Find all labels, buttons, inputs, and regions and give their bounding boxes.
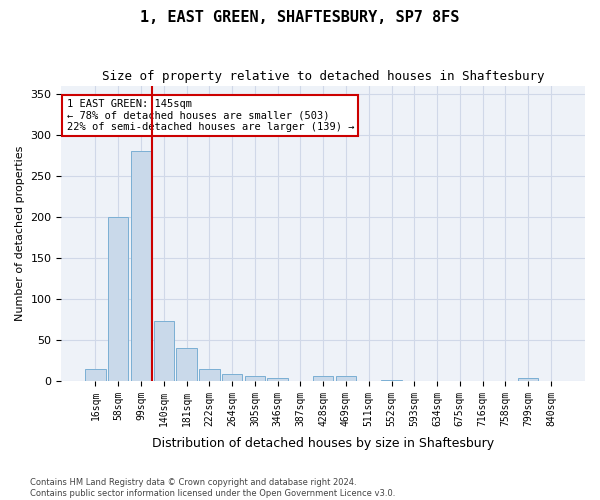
X-axis label: Distribution of detached houses by size in Shaftesbury: Distribution of detached houses by size … <box>152 437 494 450</box>
Bar <box>199 370 220 381</box>
Bar <box>336 376 356 381</box>
Bar <box>154 321 174 381</box>
Bar <box>518 378 538 381</box>
Bar <box>131 151 151 381</box>
Text: 1, EAST GREEN, SHAFTESBURY, SP7 8FS: 1, EAST GREEN, SHAFTESBURY, SP7 8FS <box>140 10 460 25</box>
Y-axis label: Number of detached properties: Number of detached properties <box>15 146 25 321</box>
Bar <box>108 217 128 381</box>
Title: Size of property relative to detached houses in Shaftesbury: Size of property relative to detached ho… <box>102 70 544 83</box>
Bar <box>381 380 402 381</box>
Bar <box>85 370 106 381</box>
Text: Contains HM Land Registry data © Crown copyright and database right 2024.
Contai: Contains HM Land Registry data © Crown c… <box>30 478 395 498</box>
Bar <box>245 376 265 381</box>
Bar <box>313 376 334 381</box>
Bar <box>222 374 242 381</box>
Text: 1 EAST GREEN: 145sqm
← 78% of detached houses are smaller (503)
22% of semi-deta: 1 EAST GREEN: 145sqm ← 78% of detached h… <box>67 99 354 132</box>
Bar <box>176 348 197 381</box>
Bar <box>268 378 288 381</box>
